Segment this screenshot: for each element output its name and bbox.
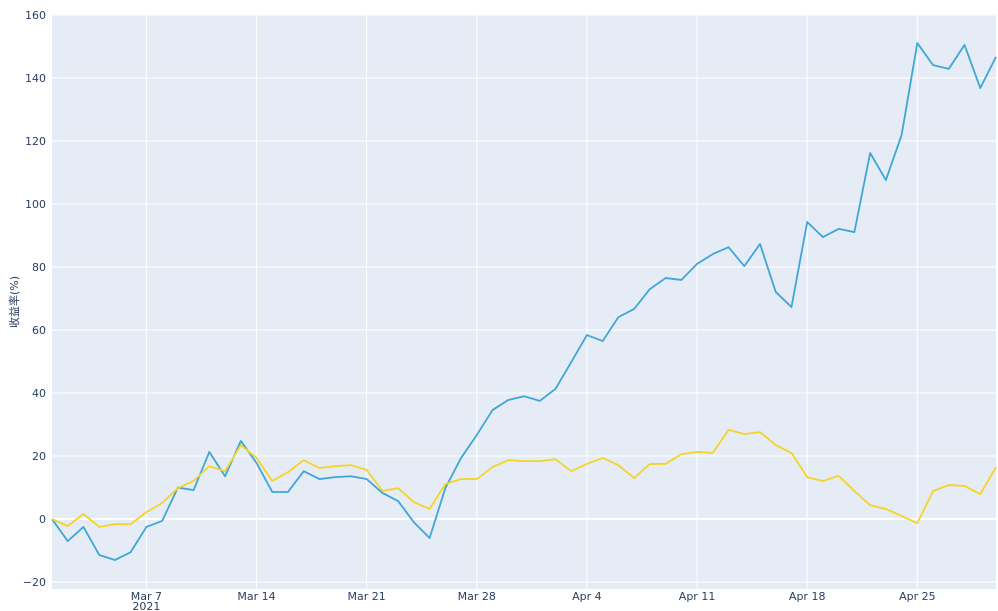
y-axis-title: 收益率(%) <box>7 276 21 328</box>
y-tick-label: 160 <box>25 9 46 22</box>
y-tick-label: 0 <box>39 513 46 526</box>
y-tick-label: 80 <box>32 261 46 274</box>
x-tick-label: Apr 18 <box>789 590 826 603</box>
y-tick-label: 120 <box>25 135 46 148</box>
y-tick-label: 40 <box>32 387 46 400</box>
line-series <box>51 42 997 561</box>
x-tick-year: 2021 <box>132 600 160 611</box>
x-tick-label: Apr 25 <box>899 590 936 603</box>
y-tick-label: 20 <box>32 450 46 463</box>
plot-area <box>52 15 996 589</box>
x-tick-label: Apr 11 <box>679 590 716 603</box>
x-tick-label: Mar 28 <box>458 590 496 603</box>
y-tick-label: −20 <box>23 576 46 589</box>
x-tick-label: Mar 14 <box>237 590 275 603</box>
y-tick-label: 60 <box>32 324 46 337</box>
x-tick-label: Apr 4 <box>572 590 602 603</box>
x-tick-label: Mar 21 <box>348 590 386 603</box>
y-tick-label: 140 <box>25 72 46 85</box>
y-tick-label: 100 <box>25 198 46 211</box>
x-tick-label: Mar 7 <box>131 590 162 603</box>
line-series <box>51 429 997 528</box>
